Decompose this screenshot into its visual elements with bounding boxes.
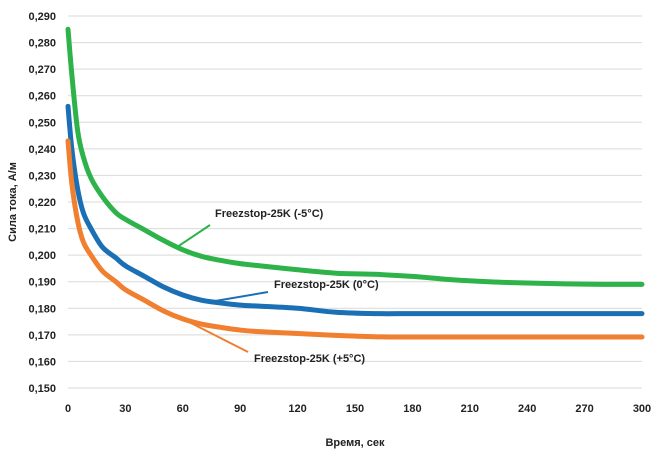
- y-tick-label: 0,270: [28, 64, 56, 76]
- series-line: [65, 26, 645, 287]
- x-tick-label: 30: [119, 403, 131, 415]
- y-tick-label: 0,230: [28, 170, 56, 182]
- axis-layer: Время, сек Сила тока, А/м 0,150 0,160 0,17…: [7, 11, 651, 449]
- y-tick-label: 0,160: [28, 356, 56, 368]
- y-tick-label: 0,190: [28, 277, 56, 289]
- series-line: [65, 138, 645, 340]
- series-label: Freezstop-25K (0°C): [274, 279, 379, 291]
- y-tick-label: 0,260: [28, 91, 56, 103]
- grid-layer: [68, 15, 642, 389]
- y-axis-title: Сила тока, А/м: [7, 162, 19, 242]
- y-tick-label: 0,250: [28, 117, 56, 129]
- series-line: [65, 103, 645, 317]
- x-tick-label: 90: [234, 403, 246, 415]
- y-tick-label: 0,280: [28, 38, 56, 50]
- series-leader-line: [211, 291, 269, 303]
- series-label: Freezstop-25K (+5°C): [254, 353, 365, 365]
- y-tick-label: 0,170: [28, 330, 56, 342]
- x-tick-label: 120: [288, 403, 306, 415]
- series-leader-line: [176, 224, 211, 248]
- y-tick-label: 0,220: [28, 197, 56, 209]
- x-tick-label: 270: [575, 403, 593, 415]
- y-tick-label: 0,150: [28, 383, 56, 395]
- x-tick-label: 150: [346, 403, 364, 415]
- series-label: Freezstop-25K (-5°C): [215, 208, 324, 220]
- x-tick-label: 180: [403, 403, 421, 415]
- x-tick-label: 240: [518, 403, 536, 415]
- y-tick-label: 0,290: [28, 11, 56, 23]
- x-tick-label: 210: [461, 403, 479, 415]
- series-layer: [65, 26, 645, 340]
- y-tick-label: 0,200: [28, 250, 56, 262]
- x-tick-label: 300: [633, 403, 651, 415]
- x-tick-label: 0: [65, 403, 71, 415]
- x-axis-title: Время, сек: [325, 437, 385, 449]
- y-tick-label: 0,210: [28, 224, 56, 236]
- series-leader-line: [182, 318, 249, 353]
- label-layer: Freezstop-25K (-5°C) Freezstop-25K (0°C) F…: [176, 208, 379, 365]
- x-tick-label: 60: [177, 403, 189, 415]
- y-tick-label: 0,240: [28, 144, 56, 156]
- y-tick-label: 0,180: [28, 303, 56, 315]
